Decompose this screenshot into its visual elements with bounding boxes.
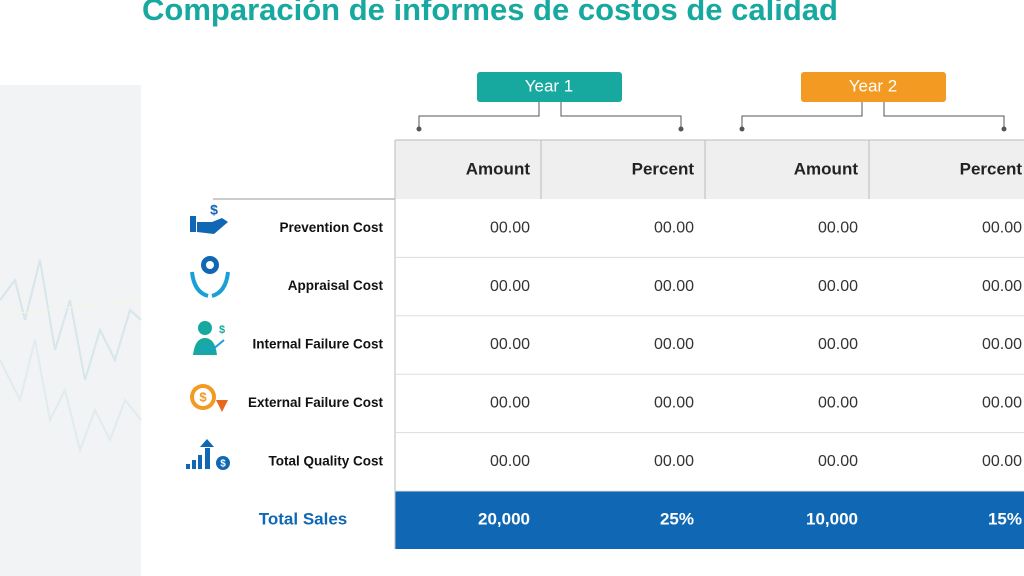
icon-external: $ [190,384,228,412]
title: Comparación de informes de costos de cal… [142,0,838,27]
cell: 00.00 [490,336,530,353]
row-label: Appraisal Cost [288,278,384,293]
cell: 00.00 [490,453,530,470]
column-header: Amount [794,159,859,178]
cell: 00.00 [818,219,858,236]
total-cell: 25% [660,509,694,528]
cell: 00.00 [654,395,694,412]
svg-text:$: $ [199,389,207,404]
header-dividers [540,140,870,199]
cell: 00.00 [982,395,1022,412]
cell: 00.00 [654,278,694,295]
header-row [395,140,1024,199]
icon-internal: $ [193,321,225,355]
cell: 00.00 [490,219,530,236]
row-label: Total Quality Cost [268,453,383,468]
column-header: Amount [466,159,531,178]
brackets [418,102,1005,128]
cell: 00.00 [654,219,694,236]
cell: 00.00 [818,453,858,470]
total-label: Total Sales [259,509,348,528]
total-row [395,491,1024,549]
row-label: External Failure Cost [248,395,384,410]
cell: 00.00 [818,336,858,353]
cell: 00.00 [490,278,530,295]
background-image [0,85,142,576]
icon-prevention: $ [190,202,228,234]
cell: 00.00 [982,336,1022,353]
bracket-dots [416,126,1007,132]
icon-appraisal [190,256,230,298]
year-label: Year 2 [849,76,898,95]
year-badge [801,72,946,102]
cell: 00.00 [654,453,694,470]
cell: 00.00 [982,278,1022,295]
cell: 00.00 [818,278,858,295]
year-badge [477,72,622,102]
total-cell: 15% [988,509,1022,528]
column-header: Percent [960,159,1023,178]
row-label: Prevention Cost [279,220,383,235]
cell: 00.00 [654,336,694,353]
svg-text:$: $ [220,459,226,470]
year-label: Year 1 [525,76,574,95]
column-header: Percent [632,159,695,178]
total-cell: 20,000 [478,509,530,528]
row-label: Internal Failure Cost [252,337,383,352]
cell: 00.00 [490,395,530,412]
icon-total: $ [186,439,230,470]
cell: 00.00 [982,453,1022,470]
svg-text:$: $ [210,202,218,218]
svg-text:$: $ [219,324,225,336]
cell: 00.00 [982,219,1022,236]
total-cell: 10,000 [806,509,858,528]
cell: 00.00 [818,395,858,412]
